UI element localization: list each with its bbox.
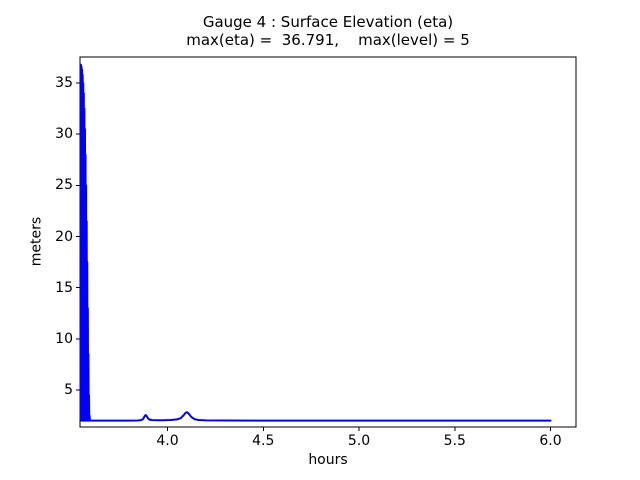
y-tick-label: 10 <box>55 330 73 347</box>
y-tick-label: 35 <box>55 75 73 92</box>
y-tick-label: 20 <box>55 228 73 245</box>
x-tick-label: 6.0 <box>539 433 562 449</box>
x-tick-label: 4.0 <box>156 433 179 449</box>
x-axis-label: hours <box>308 452 348 468</box>
y-tick-label: 25 <box>55 177 73 194</box>
x-tick-label: 4.5 <box>252 433 275 449</box>
chart-title: Gauge 4 : Surface Elevation (eta) <box>202 13 454 31</box>
x-tick-label: 5.5 <box>443 433 466 449</box>
y-tick-label: 15 <box>55 279 73 296</box>
x-tick-label: 5.0 <box>347 433 371 449</box>
y-tick-label: 30 <box>55 126 73 143</box>
eta-line <box>79 63 552 422</box>
plot-border <box>79 56 577 428</box>
y-tick-label: 5 <box>64 381 73 398</box>
chart-subtitle: max(eta) = 36.791, max(level) = 5 <box>186 31 470 49</box>
